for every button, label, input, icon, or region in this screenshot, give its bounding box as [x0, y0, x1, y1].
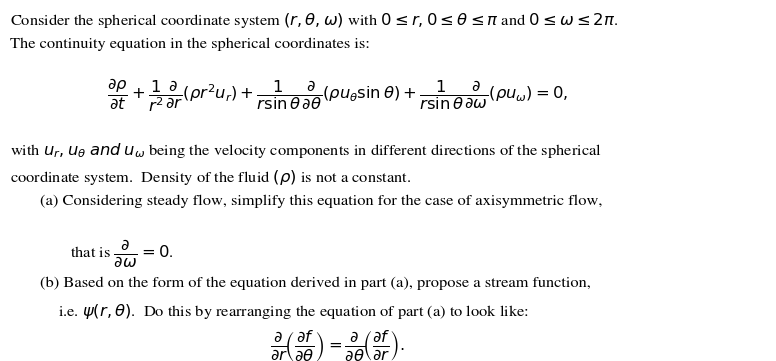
Text: $\dfrac{\partial}{\partial r}\!\left(\dfrac{\partial f}{\partial\theta}\right)=\: $\dfrac{\partial}{\partial r}\!\left(\df… — [270, 329, 405, 361]
Text: that is $\dfrac{\partial}{\partial\omega}=0$.: that is $\dfrac{\partial}{\partial\omega… — [70, 238, 173, 269]
Text: $\dfrac{\partial\rho}{\partial t}+\dfrac{1}{r^2}\dfrac{\partial}{\partial r}(\rh: $\dfrac{\partial\rho}{\partial t}+\dfrac… — [107, 76, 568, 114]
Text: The continuity equation in the spherical coordinates is:: The continuity equation in the spherical… — [10, 38, 370, 51]
Text: coordinate system.  Density of the fluid $( \rho )$ is not a constant.: coordinate system. Density of the fluid … — [10, 168, 411, 187]
Text: Consider the spherical coordinate system $(r,\theta,\omega)$ with $0\leq r,0\leq: Consider the spherical coordinate system… — [10, 11, 618, 30]
Text: with $u_r,u_\theta$ $\mathit{and}$ $u_\omega$ being the velocity components in d: with $u_r,u_\theta$ $\mathit{and}$ $u_\o… — [10, 141, 602, 160]
Text: (b) Based on the form of the equation derived in part (a), propose a stream func: (b) Based on the form of the equation de… — [40, 276, 591, 290]
Text: (a) Considering steady flow, simplify this equation for the case of axisymmetric: (a) Considering steady flow, simplify th… — [40, 195, 603, 208]
Text: i.e. $\psi(r,\theta)$.  Do this by rearranging the equation of part (a) to look : i.e. $\psi(r,\theta)$. Do this by rearra… — [58, 302, 529, 321]
